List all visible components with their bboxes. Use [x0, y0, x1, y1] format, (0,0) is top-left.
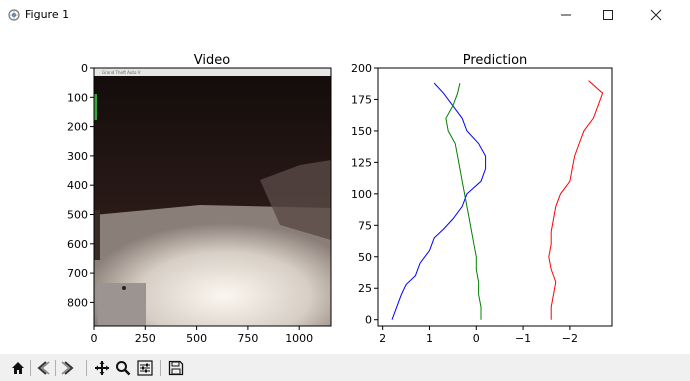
pan-icon [95, 361, 109, 375]
video-xtick-label: 1000 [285, 332, 313, 345]
video-ytick-label: 600 [67, 238, 88, 251]
ytick-label: 175 [351, 93, 372, 106]
maximize-icon [603, 10, 613, 20]
video-ytick-label: 100 [67, 91, 88, 104]
xtick-label: −1 [515, 332, 531, 345]
video-ytick-label: 300 [67, 150, 88, 163]
save-icon [168, 360, 184, 376]
video-ytick-label: 800 [67, 296, 88, 309]
forward-button[interactable] [58, 358, 78, 378]
ytick-label: 100 [351, 188, 372, 201]
figure-icon [8, 9, 20, 21]
home-icon [12, 362, 24, 374]
embedded-window-caption: Grand Theft Auto V [102, 70, 141, 75]
close-icon [650, 9, 662, 21]
back-button[interactable] [33, 358, 53, 378]
minimize-button[interactable] [551, 4, 581, 26]
zoom-button[interactable] [113, 358, 133, 378]
ytick-label: 0 [365, 314, 372, 327]
ytick-label: 50 [358, 251, 372, 264]
xtick-label: 0 [473, 332, 480, 345]
ytick-label: 25 [358, 282, 372, 295]
video-ytick-label: 400 [67, 179, 88, 192]
save-button[interactable] [166, 358, 186, 378]
video-xtick-label: 250 [135, 332, 156, 345]
series-line-0 [391, 82, 487, 320]
video-ytick-label: 200 [67, 121, 88, 134]
ytick-label: 150 [351, 125, 372, 138]
video-xtick-label: 750 [237, 332, 258, 345]
ytick-label: 75 [358, 219, 372, 232]
minimize-icon [561, 14, 571, 16]
configure-subplots-button[interactable] [135, 358, 155, 378]
series-line-1 [445, 82, 482, 320]
back-icon [37, 361, 50, 375]
video-ytick-label: 700 [67, 267, 88, 280]
chart-title: Prediction [463, 53, 528, 68]
window-title: Figure 1 [25, 8, 70, 21]
configure-subplots-icon [137, 360, 153, 376]
window-titlebar: Figure 1 [0, 0, 690, 30]
maximize-button[interactable] [593, 4, 623, 26]
forward-icon [61, 361, 74, 375]
xtick-label: 1 [426, 332, 433, 345]
video-ytick-label: 500 [67, 209, 88, 222]
xtick-label: −2 [562, 332, 578, 345]
video-frame: Grand Theft Auto V [94, 68, 331, 326]
series-line-2 [548, 80, 604, 320]
video-title: Video [194, 53, 230, 68]
home-button[interactable] [8, 358, 28, 378]
video-xtick-label: 500 [186, 332, 207, 345]
zoom-icon [116, 361, 131, 376]
xtick-label: 2 [379, 332, 386, 345]
pan-button[interactable] [92, 358, 112, 378]
close-button[interactable] [641, 4, 671, 26]
prediction-axes: Prediction 0 25 50 75 100 125 150 175 200 2 1 0 −1 −… [351, 53, 613, 345]
ytick-label: 200 [351, 62, 372, 75]
video-ytick-label: 0 [81, 62, 88, 75]
ytick-label: 125 [351, 156, 372, 169]
minimap [98, 283, 146, 326]
navigation-toolbar [0, 354, 690, 381]
video-xtick-label: 0 [91, 332, 98, 345]
